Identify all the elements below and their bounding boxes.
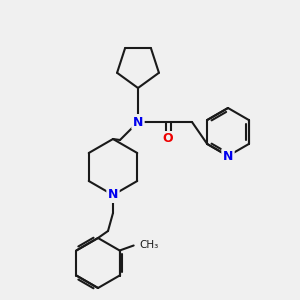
Text: CH₃: CH₃ <box>140 241 159 250</box>
Text: N: N <box>108 188 118 202</box>
Text: N: N <box>223 149 233 163</box>
Text: N: N <box>133 116 143 128</box>
Text: O: O <box>163 133 173 146</box>
